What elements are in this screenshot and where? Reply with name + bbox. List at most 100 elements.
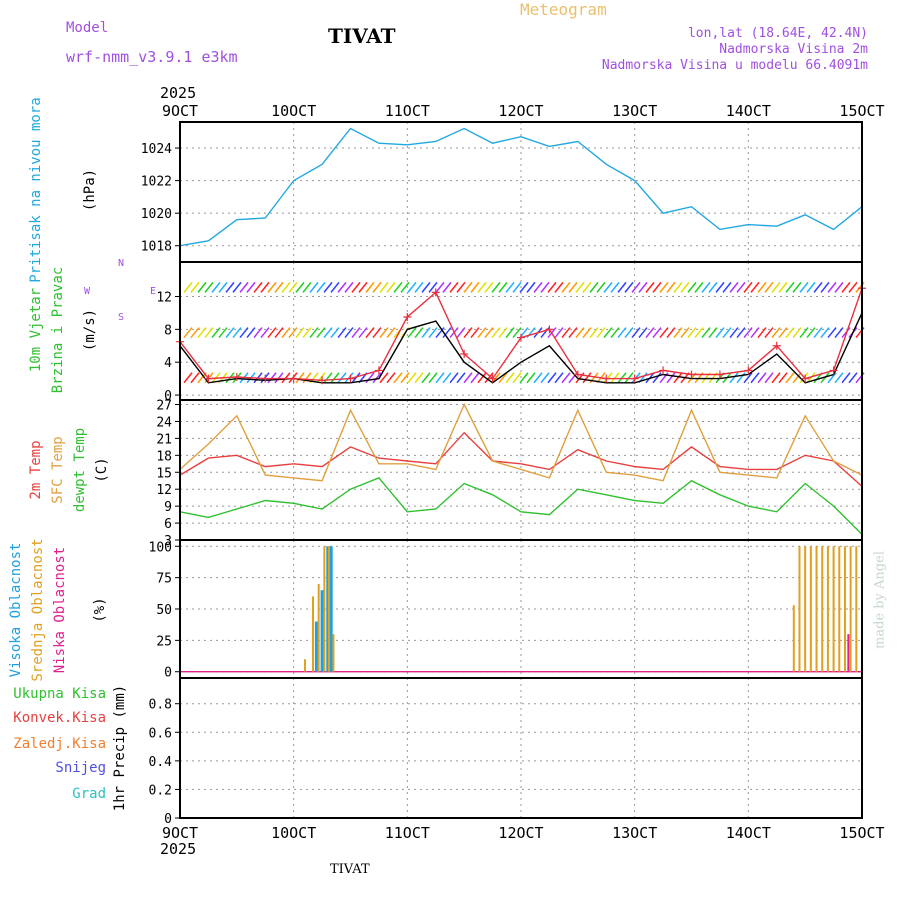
cloud-bar-mid [792,605,795,672]
wind-barb [491,372,501,384]
wind-barb [722,327,732,339]
wind-barb [344,281,354,293]
gust-point [204,374,213,383]
wind-barb [610,327,620,339]
ytick-label: 18 [156,449,172,464]
wind-barb [694,327,704,339]
wind-barb [246,327,256,339]
wind-barb [687,281,697,293]
wind-barb [183,281,193,293]
wind-barb [295,372,305,384]
ytick-label: 8 [164,323,172,338]
wind-barb [834,281,844,293]
wind-barb [281,327,291,339]
wind-barb [330,327,340,339]
wind-unit: (m/s) [82,308,98,352]
footer-station: TIVAT [330,862,370,877]
series-line-dewpt [179,477,863,535]
legend-freezing-rain: Zaledj.Kisa [13,736,106,752]
wind-barb [330,281,340,293]
wind-barb [659,281,669,293]
elevation-text: Nadmorska Visina 2m [719,42,868,57]
wind-barb [225,281,235,293]
wind-barb [491,327,501,339]
wind-barb [379,372,389,384]
gust-point [772,341,781,350]
cloud-bar-mid [832,546,835,672]
wind-barb [848,281,858,293]
panel-frame [179,677,863,819]
wind-barb [582,372,592,384]
wind-barb [267,372,277,384]
axis-labels: 1018102010221024048123691215182124270255… [141,102,885,842]
product-title: Meteogram [520,0,607,19]
gust-point [289,374,298,383]
wind-barb [309,281,319,293]
wind-barb [393,281,403,293]
panel-frame [179,121,863,263]
wind-barb [232,281,242,293]
wind-barb [400,281,410,293]
cloud-bar-mid [815,546,818,672]
wind-barb [561,372,571,384]
xtick-label-bottom: 15OCT [839,824,884,842]
dewpt-label: dewpt Temp [72,427,88,513]
cloud-high-label: Visoka Oblacnost [8,542,24,678]
wind-barb [582,281,592,293]
wind-barb [428,281,438,293]
wind-barb [512,327,522,339]
wind-barb [456,327,466,339]
cloud-bar-mid [317,583,320,672]
wind-barb [771,372,781,384]
gust-point [488,374,497,383]
wind-barb [764,327,774,339]
compass-south: S [118,312,125,323]
wind-barb [757,281,767,293]
wind-barb [617,327,627,339]
xtick-label-bottom: 14OCT [726,824,771,842]
wind-barb [372,281,382,293]
model-name: wrf-nmm_v3.9.1 e3km [66,48,238,66]
wind-barb [288,372,298,384]
wind-barb [246,281,256,293]
wind-barb [400,372,410,384]
wind-barb [533,281,543,293]
cloud-bar-mid [838,546,841,672]
wind-barb [827,327,837,339]
precip-unit: 1hr Precip (mm) [112,684,128,812]
wind-barb [729,372,739,384]
wind-barb [792,372,802,384]
legend-hail: Grad [72,786,106,802]
wind-barb [834,372,844,384]
wind-barb [554,327,564,339]
cloud-unit: (%) [92,597,108,623]
wind-barb [470,372,480,384]
wind-barb [736,281,746,293]
gust-point [431,288,440,297]
wind-barb [407,281,417,293]
cloud-bar-mid [323,546,326,672]
wind-barb [358,281,368,293]
wind-barb [379,327,389,339]
ytick-label: 0 [164,389,172,404]
wind-barb [645,327,655,339]
xtick-label-top: 13OCT [612,102,657,120]
wind-barb [393,372,403,384]
wind-barb [323,281,333,293]
wind-barb [274,372,284,384]
wind-barb [687,327,697,339]
wind-barb [785,281,795,293]
wind-barb [386,372,396,384]
gust-point [801,374,810,383]
xtick-label-top: 11OCT [385,102,430,120]
wind-barb [785,372,795,384]
ytick-label: 12 [156,291,172,306]
wind-barb [365,281,375,293]
gust-point [687,370,696,379]
wind-barb [190,327,200,339]
cloud-low-label: Niska Oblacnost [52,546,68,674]
wind-barb [302,327,312,339]
wind-barb [470,327,480,339]
ytick-label: 25 [156,634,172,649]
gust-point [318,376,327,385]
